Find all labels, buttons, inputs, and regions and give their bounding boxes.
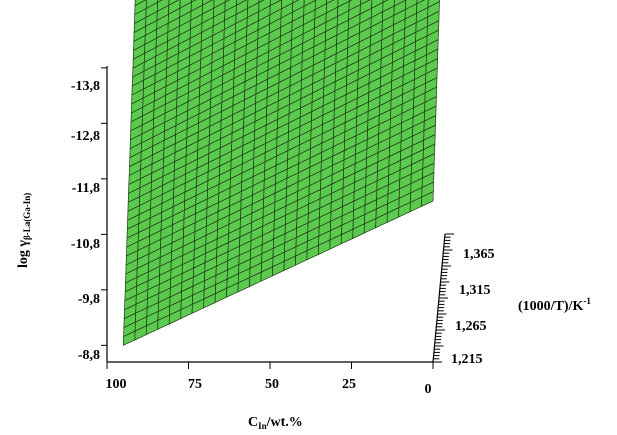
surface-cell xyxy=(145,0,159,9)
surface-cell xyxy=(235,0,249,15)
y-tick-label: 1,365 xyxy=(463,247,495,262)
surface-cell xyxy=(179,0,192,9)
y-tick-label: 1,265 xyxy=(455,319,487,334)
x-tick-label: 0 xyxy=(425,382,432,397)
surface-cell xyxy=(213,0,226,9)
surface-cell xyxy=(258,0,265,3)
surface-cell xyxy=(292,0,305,13)
surface-cell xyxy=(427,0,440,8)
surface-cell xyxy=(236,0,248,6)
surface-mesh xyxy=(122,0,440,346)
surface-cell xyxy=(224,0,230,3)
surface-cell xyxy=(360,0,371,6)
surface-cell xyxy=(393,0,407,7)
z-tick-label: -11,8 xyxy=(72,181,100,196)
surface-cell xyxy=(134,0,147,16)
surface-cell xyxy=(191,0,197,3)
surface-cell xyxy=(156,0,170,12)
surface-cell xyxy=(416,0,425,5)
surface-cell xyxy=(157,0,163,3)
surface-cell xyxy=(190,0,204,12)
axis-titles: log γβ-La(Ga-In) CIn/wt.% (1000/T)/K-1 xyxy=(16,193,591,431)
z-tick-label: -13,8 xyxy=(71,79,100,94)
z-tick-label: -10,8 xyxy=(71,237,100,252)
surface-cell xyxy=(281,0,294,10)
surface-cell xyxy=(416,0,429,14)
surface-cell xyxy=(292,0,300,4)
surface-cell xyxy=(134,0,147,7)
x-tick-label: 25 xyxy=(342,377,356,392)
z-tick-label: -12,8 xyxy=(71,129,100,144)
surface-cell xyxy=(314,0,328,11)
surface-cell xyxy=(325,0,339,14)
x-tick-label: 75 xyxy=(188,377,202,392)
surface-cell xyxy=(201,0,215,15)
x-tick-label: 50 xyxy=(265,377,279,392)
surface-cell xyxy=(371,0,384,9)
surface-cell xyxy=(405,0,418,11)
surface-cell xyxy=(269,0,283,16)
surface-cell xyxy=(382,0,389,3)
surface-cell xyxy=(202,0,213,6)
surface-cell xyxy=(326,0,335,5)
x-axis-title: CIn/wt.% xyxy=(248,415,303,431)
surface-cell xyxy=(348,0,353,2)
y-tick-label: 1,215 xyxy=(451,352,483,367)
y-axis-title: (1000/T)/K-1 xyxy=(518,296,591,314)
z-tick-label: -8,8 xyxy=(78,348,100,363)
surface-cell xyxy=(224,0,237,12)
tick-marks xyxy=(101,67,454,369)
surface-cell xyxy=(247,0,260,9)
surface-cell xyxy=(303,0,316,7)
y-tick-label: 1,315 xyxy=(459,283,491,298)
z-tick-label: -9,8 xyxy=(78,292,100,307)
surface-cell xyxy=(269,0,282,7)
surface-cell xyxy=(382,0,395,13)
surface-cell xyxy=(337,0,350,8)
surface-cell xyxy=(168,0,181,15)
tick-labels: -8,8 -9,8 -10,8 -11,8 -12,8 -13,8 100 75… xyxy=(71,79,495,397)
surface-cell xyxy=(258,0,271,13)
z-axis-title: log γβ-La(Ga-In) xyxy=(16,193,32,268)
surface-cell xyxy=(348,0,361,12)
surface-cell xyxy=(168,0,180,6)
x-tick-label: 100 xyxy=(106,377,127,392)
